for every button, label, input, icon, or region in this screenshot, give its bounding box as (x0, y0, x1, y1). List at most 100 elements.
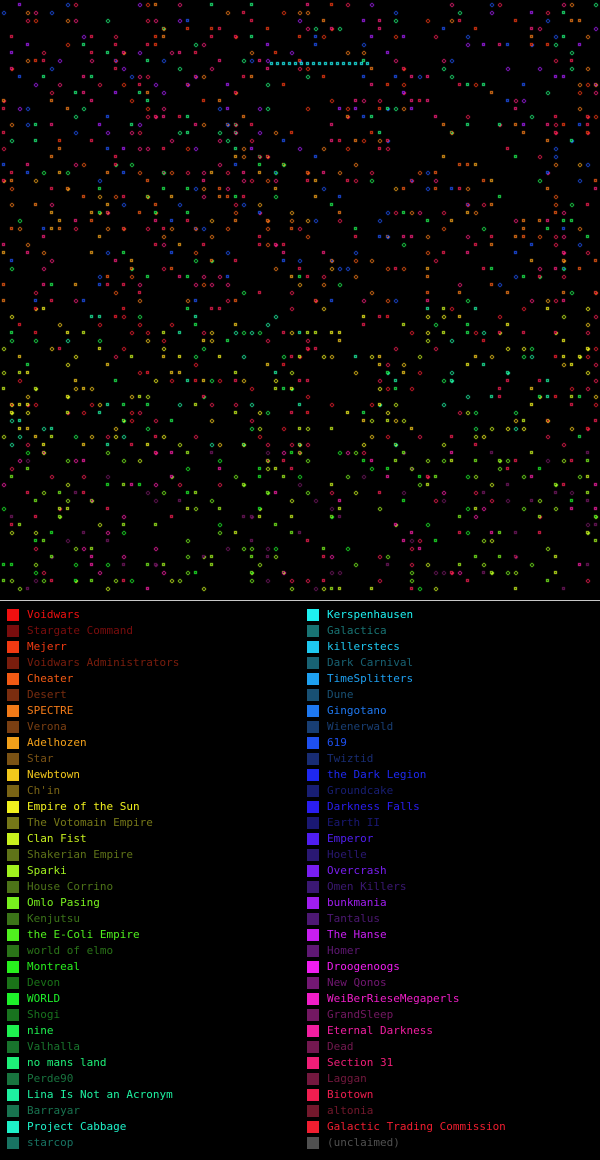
legend-swatch (7, 1105, 19, 1117)
legend-label: the E-Coli Empire (27, 928, 140, 941)
legend-label: Emperor (327, 832, 374, 845)
legend-entry: the E-Coli Empire (6, 927, 302, 943)
legend-entry: TimeSplitters (306, 671, 600, 687)
legend-label: Earth II (327, 816, 380, 829)
legend-swatch (307, 1137, 319, 1149)
legend-swatch (307, 721, 319, 733)
legend-label: Barrayar (27, 1104, 80, 1117)
legend-label: Biotown (327, 1088, 374, 1101)
legend-entry: New Qonos (306, 975, 600, 991)
legend-swatch (7, 1025, 19, 1037)
legend-swatch (7, 1121, 19, 1133)
legend-label: Wienerwald (327, 720, 394, 733)
legend-swatch (7, 657, 19, 669)
legend-label: Omlo Pasing (27, 896, 100, 909)
legend-swatch (307, 609, 319, 621)
legend-label: Galactic Trading Commission (327, 1120, 506, 1133)
legend-entry: Biotown (306, 1087, 600, 1103)
legend-label: Voidwars (27, 608, 80, 621)
legend-swatch (7, 689, 19, 701)
legend-entry: Voidwars Administrators (6, 655, 302, 671)
legend-swatch (7, 1041, 19, 1053)
legend-swatch (7, 769, 19, 781)
legend-swatch (307, 993, 319, 1005)
legend-entry: WeiBerRieseMegaperls (306, 991, 600, 1007)
legend-entry: Earth II (306, 815, 600, 831)
legend-entry: Wienerwald (306, 719, 600, 735)
legend-entry: bunkmania (306, 895, 600, 911)
legend-label: Star (27, 752, 54, 765)
legend-swatch (307, 1073, 319, 1085)
legend-label: Newbtown (27, 768, 80, 781)
legend-entry: Lina Is Not an Acronym (6, 1087, 302, 1103)
legend-swatch (7, 897, 19, 909)
legend-label: Cheater (27, 672, 74, 685)
legend-swatch (7, 977, 19, 989)
legend-entry: Shogi (6, 1007, 302, 1023)
legend-swatch (7, 1073, 19, 1085)
territory-map-canvas (0, 0, 600, 600)
legend-entry: Droogenoogs (306, 959, 600, 975)
legend-swatch (7, 913, 19, 925)
legend-label: Verona (27, 720, 67, 733)
legend-swatch (307, 753, 319, 765)
legend-label: Valhalla (27, 1040, 80, 1053)
legend-label: Overcrash (327, 864, 387, 877)
legend-label: Perde90 (27, 1072, 74, 1085)
legend-label: Shakerian Empire (27, 848, 133, 861)
legend-entry: Star (6, 751, 302, 767)
legend-swatch (7, 881, 19, 893)
legend-swatch (7, 609, 19, 621)
legend-entry: Devon (6, 975, 302, 991)
legend-label: Project Cabbage (27, 1120, 127, 1133)
legend-label: Empire of the Sun (27, 800, 140, 813)
legend-swatch (307, 785, 319, 797)
legend-swatch (307, 1009, 319, 1021)
legend-label: Kerspenhausen (327, 608, 414, 621)
legend-label: Kenjutsu (27, 912, 80, 925)
legend: Voidwars Stargate Command Mejerr Voidwars A… (0, 600, 600, 1160)
legend-swatch (7, 833, 19, 845)
legend-entry: Dune (306, 687, 600, 703)
legend-label: Montreal (27, 960, 80, 973)
legend-label: world of elmo (27, 944, 114, 957)
legend-swatch (7, 817, 19, 829)
legend-swatch (307, 897, 319, 909)
legend-label: Lina Is Not an Acronym (27, 1088, 173, 1101)
legend-label: nine (27, 1024, 54, 1037)
legend-swatch (7, 753, 19, 765)
legend-entry: Section 31 (306, 1055, 600, 1071)
legend-entry: The Votomain Empire (6, 815, 302, 831)
legend-entry: Kerspenhausen (306, 607, 600, 623)
legend-entry: Perde90 (6, 1071, 302, 1087)
legend-swatch (307, 689, 319, 701)
legend-entry: altonia (306, 1103, 600, 1119)
legend-entry: Ch'in (6, 783, 302, 799)
legend-swatch (7, 801, 19, 813)
legend-swatch (7, 625, 19, 637)
legend-swatch (307, 913, 319, 925)
legend-label: bunkmania (327, 896, 387, 909)
legend-swatch (307, 769, 319, 781)
legend-swatch (7, 785, 19, 797)
legend-swatch (307, 849, 319, 861)
legend-label: Dune (327, 688, 354, 701)
legend-swatch (307, 1025, 319, 1037)
legend-label: Devon (27, 976, 61, 989)
legend-label: Ch'in (27, 784, 61, 797)
legend-label: Mejerr (27, 640, 67, 653)
legend-entry: Galactic Trading Commission (306, 1119, 600, 1135)
legend-entry: Cheater (6, 671, 302, 687)
legend-label: Section 31 (327, 1056, 394, 1069)
legend-entry: Project Cabbage (6, 1119, 302, 1135)
legend-label: The Votomain Empire (27, 816, 153, 829)
legend-label: TimeSplitters (327, 672, 414, 685)
legend-swatch (307, 1089, 319, 1101)
legend-entry: Tantalus (306, 911, 600, 927)
legend-swatch (7, 849, 19, 861)
legend-entry: killerstecs (306, 639, 600, 655)
legend-entry: Empire of the Sun (6, 799, 302, 815)
legend-label: Laggan (327, 1072, 367, 1085)
legend-swatch (7, 865, 19, 877)
legend-entry: Omlo Pasing (6, 895, 302, 911)
